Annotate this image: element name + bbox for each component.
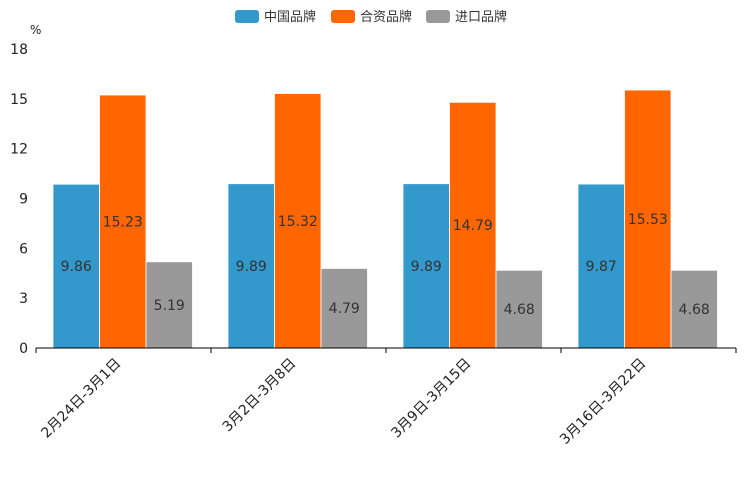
y-tick-label: 0 bbox=[19, 341, 28, 357]
x-tick-label: 3月16日-3月22日 bbox=[557, 356, 649, 448]
bars bbox=[52, 89, 718, 349]
bar[interactable] bbox=[320, 268, 368, 349]
y-tick-label: 18 bbox=[10, 42, 28, 58]
y-tick-label: 9 bbox=[19, 192, 28, 208]
bar-value-label: 4.68 bbox=[679, 302, 710, 318]
bar[interactable] bbox=[624, 89, 672, 349]
bar-value-label: 5.19 bbox=[154, 298, 185, 314]
bar-value-label: 9.86 bbox=[61, 259, 92, 275]
y-tick-label: 15 bbox=[10, 92, 28, 108]
bar[interactable] bbox=[577, 183, 625, 349]
bar[interactable] bbox=[99, 94, 147, 349]
x-tick-label: 3月2日-3月8日 bbox=[220, 356, 300, 436]
bar[interactable] bbox=[52, 183, 100, 349]
bar[interactable] bbox=[670, 269, 718, 349]
bar-value-label: 4.68 bbox=[504, 302, 535, 318]
bar-value-label: 15.32 bbox=[278, 214, 318, 230]
x-axis-ticks bbox=[35, 348, 737, 353]
legend: 中国品牌 合资品牌 进口品牌 bbox=[235, 9, 507, 25]
bar[interactable] bbox=[274, 93, 322, 349]
legend-swatch[interactable] bbox=[331, 10, 355, 23]
bar-value-label: 9.89 bbox=[236, 259, 267, 275]
bar[interactable] bbox=[227, 183, 275, 349]
legend-swatch[interactable] bbox=[235, 10, 259, 23]
x-tick-label: 3月9日-3月15日 bbox=[388, 356, 474, 442]
bar-value-labels: 9.86 15.23 5.19 9.89 15.32 4.79 9.89 14.79 4.68 9… bbox=[61, 212, 710, 318]
bar-value-label: 4.79 bbox=[329, 301, 360, 317]
bar-value-label: 14.79 bbox=[453, 218, 493, 234]
bar-value-label: 9.89 bbox=[411, 259, 442, 275]
y-tick-label: 12 bbox=[10, 142, 28, 158]
y-tick-label: 6 bbox=[19, 241, 28, 257]
legend-label[interactable]: 合资品牌 bbox=[360, 9, 412, 25]
bar-value-label: 15.23 bbox=[103, 215, 143, 231]
legend-label[interactable]: 中国品牌 bbox=[264, 9, 316, 25]
bar-value-label: 15.53 bbox=[628, 212, 668, 228]
x-tick-label: 2月24日-3月1日 bbox=[38, 356, 124, 442]
bar[interactable] bbox=[449, 101, 497, 349]
y-axis-unit: % bbox=[30, 23, 41, 37]
bar-value-label: 9.87 bbox=[586, 259, 617, 275]
legend-label[interactable]: 进口品牌 bbox=[455, 9, 507, 25]
bar[interactable] bbox=[145, 261, 193, 349]
legend-swatch[interactable] bbox=[426, 10, 450, 23]
y-tick-label: 3 bbox=[19, 291, 28, 307]
x-axis-labels: 2月24日-3月1日 3月2日-3月8日 3月9日-3月15日 3月16日-3月22日 bbox=[38, 356, 649, 448]
y-axis-ticks: 0 3 6 9 12 15 18 bbox=[10, 42, 28, 357]
